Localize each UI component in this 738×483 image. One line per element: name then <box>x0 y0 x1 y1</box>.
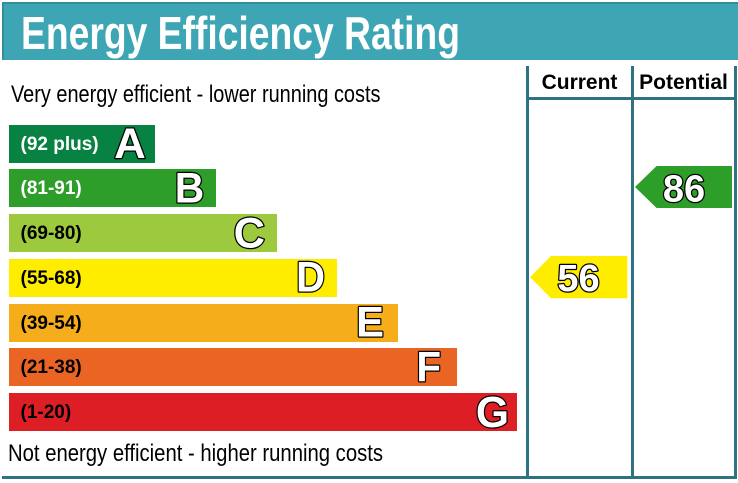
svg-text:B: B <box>175 164 204 212</box>
svg-text:56: 56 <box>557 257 599 299</box>
svg-text:E: E <box>356 297 384 345</box>
svg-text:G: G <box>476 388 509 437</box>
svg-text:D: D <box>296 252 325 301</box>
svg-text:A: A <box>114 120 146 168</box>
svg-text:F: F <box>416 343 441 391</box>
svg-text:86: 86 <box>663 168 705 210</box>
svg-text:C: C <box>234 210 265 258</box>
